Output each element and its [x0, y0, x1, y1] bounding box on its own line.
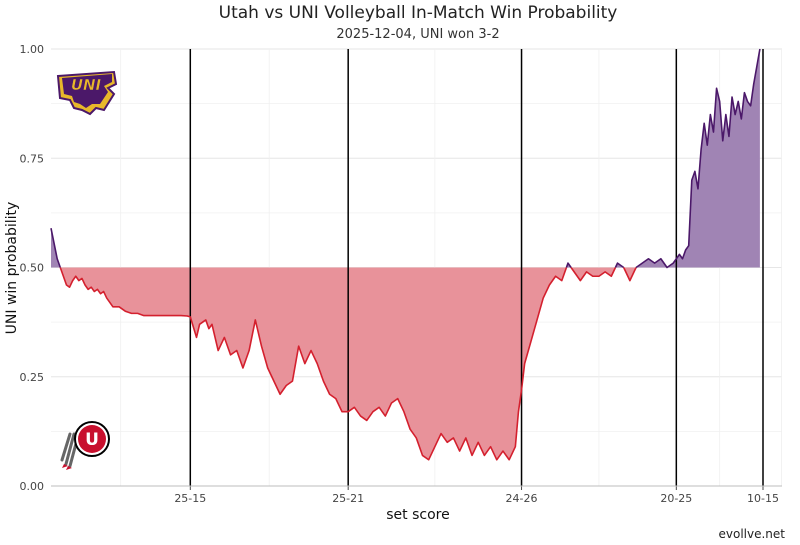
y-tick-label-0: 0.00: [20, 480, 45, 493]
probability-line-below-5: [622, 267, 637, 282]
area-below-5: [623, 267, 637, 281]
y-axis-ticks: 0.00 0.25 0.50 0.75 1.00: [20, 43, 45, 493]
x-tick-label-2: 24-26: [506, 492, 538, 505]
x-tick-label-0: 25-15: [174, 492, 206, 505]
uni-panther-logo: UNI: [56, 70, 118, 116]
x-tick-label-4: 10-15: [747, 492, 779, 505]
probability-line-above-0: [50, 228, 62, 268]
x-tick-label-1: 25-21: [332, 492, 364, 505]
area-above-6: [636, 49, 760, 268]
area-below-1: [60, 267, 567, 460]
y-tick-label-2: 0.50: [20, 262, 45, 275]
probability-areas: [51, 49, 760, 460]
y-axis-label: UNI win probability: [4, 202, 20, 335]
chart-title: Utah vs UNI Volleyball In-Match Win Prob…: [219, 3, 618, 23]
probability-line-above-4: [614, 262, 625, 269]
x-axis-ticks: 25-15 25-21 24-26 20-25 10-15: [174, 486, 779, 505]
y-tick-label-1: 0.25: [20, 371, 45, 384]
utah-logo-lettering: U: [85, 430, 99, 450]
probability-line-group: [50, 48, 761, 461]
set-end-lines: [189, 49, 764, 486]
y-tick-label-3: 0.75: [20, 152, 45, 165]
probability-line-below-3: [570, 267, 617, 282]
chart-subtitle: 2025-12-04, UNI won 3-2: [336, 27, 499, 42]
utah-utes-logo: U: [60, 421, 110, 470]
x-tick-label-3: 20-25: [660, 492, 692, 505]
source-caption: evollve.net: [719, 527, 786, 541]
probability-line-below-1: [59, 267, 568, 461]
probability-line-above-6: [635, 48, 761, 269]
uni-logo-lettering: UNI: [71, 76, 102, 94]
y-tick-label-4: 1.00: [20, 43, 45, 56]
x-axis-label: set score: [386, 507, 449, 523]
area-above-0: [51, 228, 61, 268]
probability-line-above-2: [565, 262, 572, 268]
